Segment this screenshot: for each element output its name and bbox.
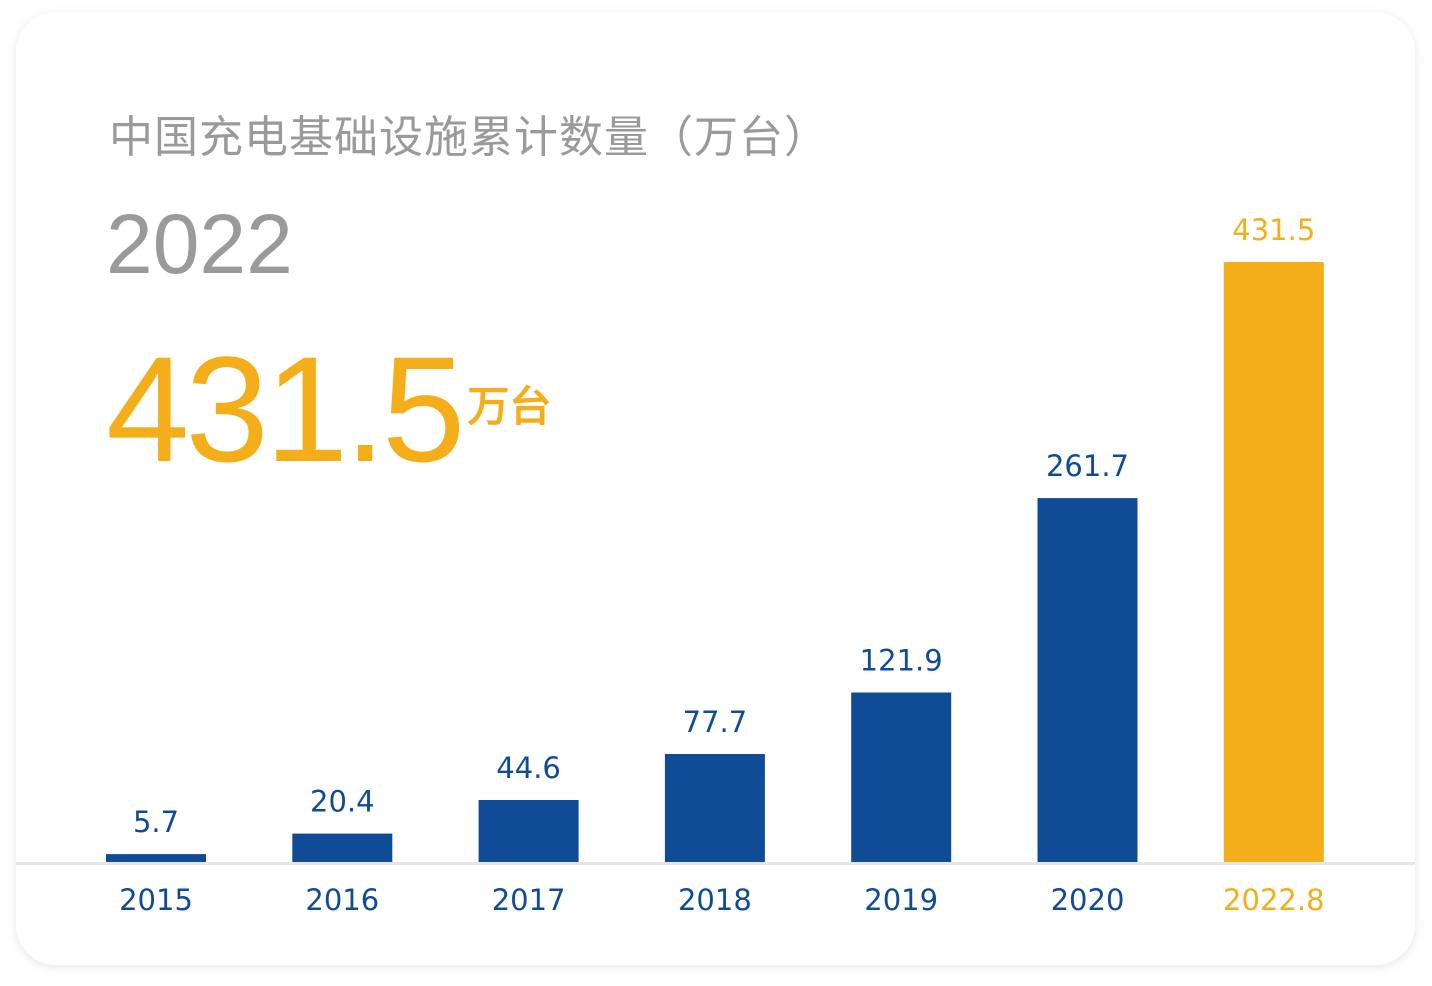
data-label-2016: 20.4 [310,785,375,819]
x-axis-baseline [16,862,1415,865]
headline-unit: 万台 [467,382,552,431]
x-tick-label-2015: 2015 [119,883,193,917]
x-tick-label-2018: 2018 [678,883,752,917]
bar-2016 [292,833,393,862]
bar-2019 [851,692,952,862]
x-tick-label-2019: 2019 [864,883,938,917]
data-label-2022.8: 431.5 [1232,213,1315,247]
bar-2022.8 [1223,262,1324,862]
headline-figure: 431.5 万台 [106,334,551,484]
data-label-2018: 77.7 [683,705,748,739]
chart-title: 中国充电基础设施累计数量（万台） [109,112,829,163]
data-label-2020: 261.7 [1046,449,1129,483]
x-tick-label-2022.8: 2022.8 [1223,883,1324,917]
year-label: 2022 [106,197,293,291]
headline-value: 431.5 [106,325,465,493]
data-label-2015: 5.7 [133,805,179,839]
x-tick-label-2016: 2016 [305,883,379,917]
x-tick-label-2017: 2017 [492,883,566,917]
bar-2015 [106,854,206,862]
bar-2017 [478,800,579,862]
chart-card: 中国充电基础设施累计数量（万台） 2022 431.5 万台 5.7 2015 20.… [16,12,1415,965]
bar-chart: 5.7 2015 20.4 2016 44.6 2017 77.7 2018 121.9 2019… [16,213,1415,917]
x-tick-label-2020: 2020 [1051,883,1125,917]
bar-2018 [664,754,765,862]
data-label-2017: 44.6 [496,751,561,785]
bar-2020 [1037,498,1138,862]
data-label-2019: 121.9 [860,644,943,678]
